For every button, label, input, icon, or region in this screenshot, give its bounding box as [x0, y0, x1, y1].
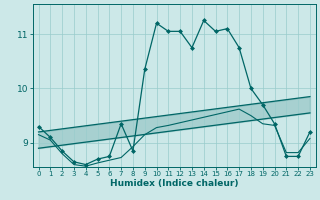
X-axis label: Humidex (Indice chaleur): Humidex (Indice chaleur)	[110, 179, 238, 188]
